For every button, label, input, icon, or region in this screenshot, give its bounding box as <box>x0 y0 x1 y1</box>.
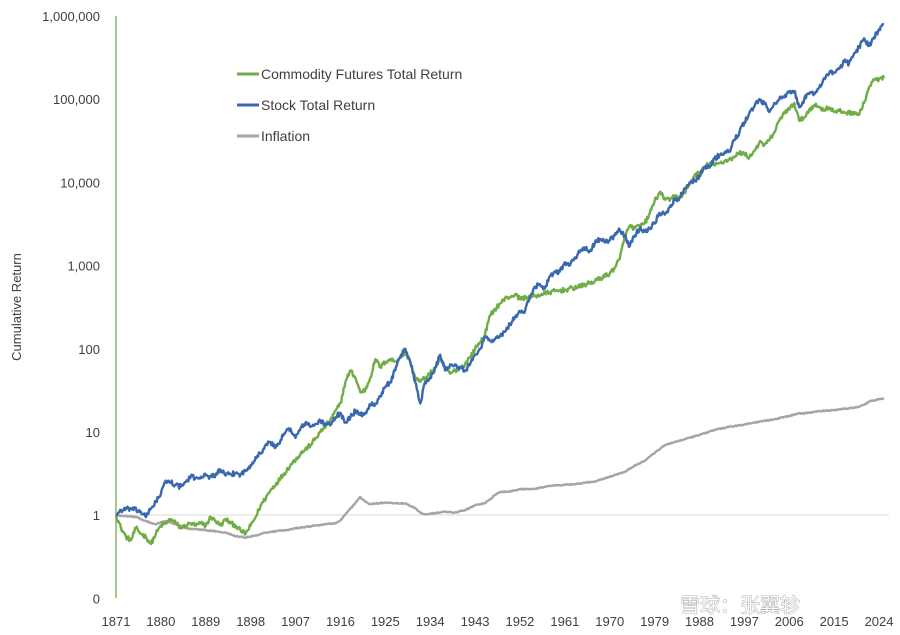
series-line-2 <box>115 396 885 539</box>
x-tick-label: 2006 <box>775 614 804 629</box>
x-tick-label: 2024 <box>865 614 894 629</box>
x-tick-label: 1988 <box>685 614 714 629</box>
y-tick-label: 1 <box>93 508 100 523</box>
x-tick-label: 1961 <box>550 614 579 629</box>
x-tick-label: 1889 <box>191 614 220 629</box>
series-line-1 <box>115 22 885 519</box>
y-tick-label: 1,000 <box>67 259 100 274</box>
y-tick-label: 100,000 <box>53 92 100 107</box>
legend: Commodity Futures Total Return Stock Tota… <box>237 66 462 144</box>
watermark: 雪球：张翼轸 <box>680 593 800 617</box>
y-axis-title: Cumulative Return <box>9 253 24 361</box>
x-tick-label: 1916 <box>326 614 355 629</box>
series-line-0 <box>114 74 886 546</box>
legend-label: Stock Total Return <box>261 97 375 113</box>
x-tick-label: 1934 <box>416 614 445 629</box>
x-tick-label: 1907 <box>281 614 310 629</box>
x-tick-label: 1898 <box>236 614 265 629</box>
y-tick-label: 0 <box>93 591 100 606</box>
legend-label: Commodity Futures Total Return <box>261 66 462 82</box>
x-tick-label: 1952 <box>505 614 534 629</box>
y-tick-label: 100 <box>78 342 100 357</box>
x-tick-label: 1997 <box>730 614 759 629</box>
y-tick-label: 1,000,000 <box>42 9 100 24</box>
x-tick-labels: 1871 1880 1889 1898 1907 1916 1925 1934 1943 1952… <box>102 614 894 629</box>
x-tick-label: 1925 <box>371 614 400 629</box>
x-tick-label: 1970 <box>595 614 624 629</box>
series-lines <box>114 22 886 546</box>
x-tick-label: 1943 <box>461 614 490 629</box>
x-tick-label: 1979 <box>640 614 669 629</box>
x-tick-label: 1871 <box>102 614 131 629</box>
y-tick-label: 10,000 <box>60 175 100 190</box>
legend-label: Inflation <box>261 128 310 144</box>
x-tick-label: 2015 <box>820 614 849 629</box>
y-tick-label: 10 <box>86 425 100 440</box>
x-tick-label: 1880 <box>146 614 175 629</box>
